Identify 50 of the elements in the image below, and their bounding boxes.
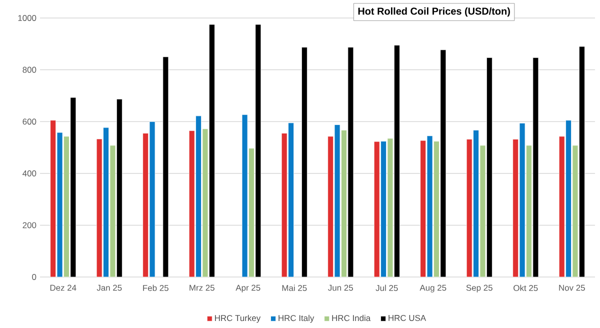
y-tick-label: 600: [22, 118, 36, 125]
x-tick-label: Jan 25: [96, 284, 122, 291]
bar: [116, 98, 122, 277]
bar: [558, 136, 565, 277]
y-tick-label: 400: [22, 170, 36, 176]
bar: [578, 46, 585, 277]
y-tick-label: 1000: [18, 15, 36, 21]
x-tick-label: Mai 25: [282, 284, 307, 291]
bar: [196, 116, 202, 277]
x-tick-label: Okt 25: [514, 284, 538, 291]
bar: [394, 44, 400, 277]
x-tick-label: Sep 25: [466, 284, 492, 292]
bar: [288, 122, 294, 277]
bar: [281, 133, 288, 277]
y-tick-label: 200: [22, 222, 36, 228]
bar: [341, 130, 347, 277]
bar: [301, 47, 308, 277]
bar: [420, 140, 426, 277]
bar: [486, 57, 492, 277]
bar: [526, 145, 532, 277]
bar: [103, 127, 109, 277]
bar: [328, 136, 334, 277]
bar: [434, 141, 440, 277]
bar: [208, 24, 215, 277]
x-tick-label: Jul 25: [376, 284, 398, 291]
bar: [188, 130, 195, 277]
x-tick-label: Aug 25: [420, 284, 446, 292]
x-tick-label: Nov 25: [559, 284, 585, 291]
x-tick-label: Feb 25: [143, 284, 168, 291]
bar: [473, 130, 479, 277]
y-tick-label: 800: [22, 66, 36, 73]
bar: [50, 120, 56, 277]
bar: [142, 133, 149, 277]
chart-title: Hot Rolled Coil Prices (USD/ton): [358, 7, 510, 17]
legend-label: HRC Turkey: [215, 314, 261, 323]
bar: [248, 148, 254, 277]
x-tick-label: Apr 25: [236, 284, 260, 292]
x-tick-label: Dez 24: [50, 284, 76, 291]
bar: [566, 120, 572, 277]
legend-label: HRC India: [332, 314, 371, 322]
bar: [512, 139, 519, 277]
bar: [374, 141, 380, 277]
bar: [64, 136, 70, 277]
legend-label: HRC Italy: [278, 314, 314, 323]
bar: [466, 139, 472, 277]
x-tick-label: Jun 25: [328, 284, 353, 291]
y-tick-label: 0: [32, 274, 36, 280]
bar: [380, 141, 386, 277]
x-tick-label: Mrz 25: [190, 284, 214, 291]
legend-label: HRC USA: [388, 314, 426, 321]
